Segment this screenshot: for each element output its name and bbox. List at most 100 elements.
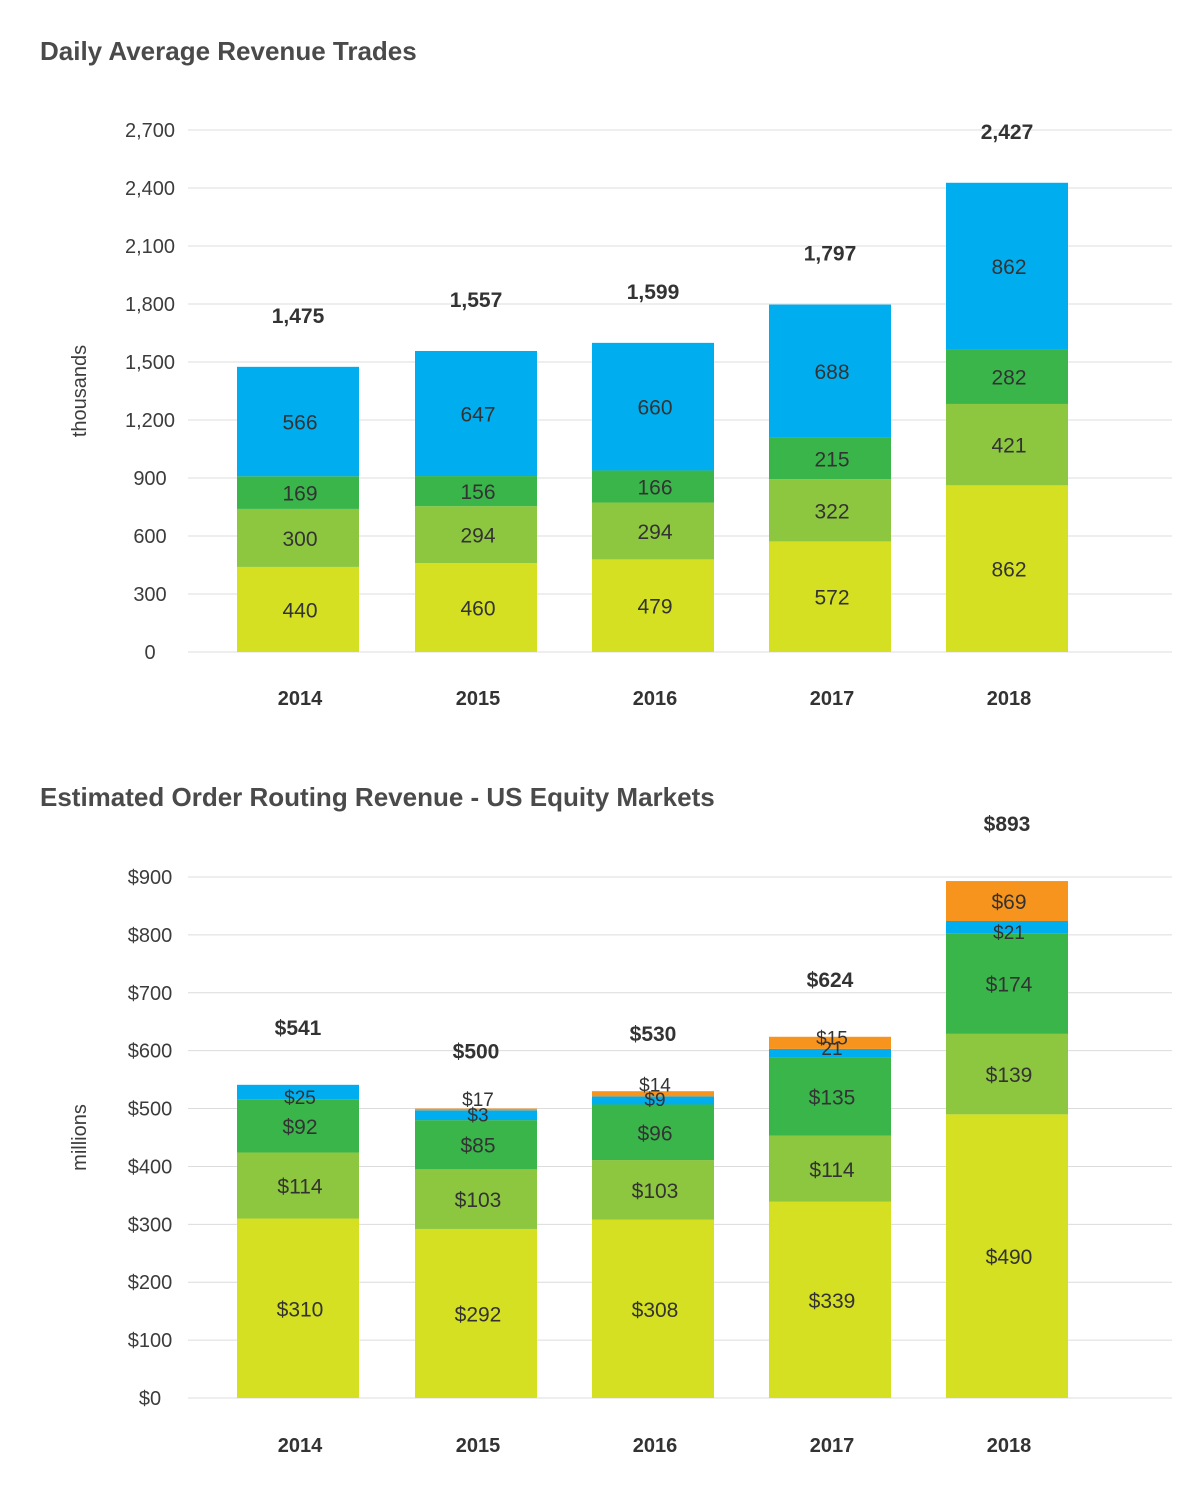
x-category-label: 2014 — [278, 1435, 323, 1457]
bar-segment — [592, 342, 714, 471]
segment-data-label: 294 — [460, 525, 495, 548]
y-tick-label: $400 — [128, 1156, 173, 1178]
bar-segment — [237, 1152, 359, 1219]
bar-segment — [237, 366, 359, 477]
segment-data-label: 156 — [460, 481, 495, 504]
bar-segment — [592, 559, 714, 652]
segment-data-label: $14 — [639, 1075, 671, 1096]
bar-segment — [592, 1160, 714, 1220]
y-tick-label: $300 — [128, 1214, 173, 1236]
daily-average-revenue-trades-chart: 0 300 600 900 1,200 1,500 1,800 2,100 2,400 2,700… — [69, 120, 1172, 710]
chart-1-title: Daily Average Revenue Trades — [40, 36, 417, 66]
x-category-label: 2017 — [810, 1435, 855, 1457]
segment-data-label: $69 — [991, 891, 1026, 914]
bar-total-label: 1,557 — [450, 289, 503, 312]
segment-data-label: 572 — [814, 587, 849, 610]
bar-segment — [592, 470, 714, 503]
bar-segment — [769, 437, 891, 480]
bar-segment — [237, 508, 359, 567]
y-axis-label: thousands — [69, 345, 91, 437]
y-tick-label: 300 — [133, 584, 166, 606]
bar-segment — [946, 403, 1068, 486]
y-tick-label: 2,100 — [125, 236, 175, 258]
segment-data-label: $25 — [284, 1088, 316, 1109]
segment-data-label: 21 — [821, 1039, 842, 1060]
segment-data-label: 166 — [637, 477, 672, 500]
segment-data-label: $139 — [986, 1064, 1033, 1087]
segment-data-label: $85 — [460, 1135, 495, 1158]
y-tick-label: 1,200 — [125, 410, 175, 432]
segment-data-label: $114 — [809, 1159, 854, 1182]
bar-segment — [415, 1110, 537, 1121]
y-tick-label: 0 — [144, 642, 155, 664]
bar-segment — [946, 881, 1068, 921]
x-category-label: 2015 — [456, 1435, 501, 1457]
segment-data-label: $9 — [644, 1090, 665, 1111]
segment-data-label: 282 — [991, 367, 1026, 390]
bar-total-label: 1,475 — [272, 305, 325, 328]
y-tick-label: 2,700 — [125, 120, 175, 142]
segment-data-label: $96 — [637, 1122, 672, 1145]
bar-segment — [592, 1104, 714, 1161]
y-tick-label: $100 — [128, 1330, 173, 1352]
bar-segment — [415, 1120, 537, 1170]
bar-segment — [769, 1036, 891, 1049]
segment-data-label: $174 — [986, 974, 1033, 997]
bar-total-label: 1,797 — [804, 243, 857, 266]
x-category-label: 2017 — [810, 688, 855, 710]
bar-segment — [237, 566, 359, 652]
bar-segment — [415, 350, 537, 477]
segment-data-label: $490 — [986, 1246, 1033, 1269]
segment-data-label: 566 — [282, 412, 317, 435]
bar-segment — [237, 1099, 359, 1153]
bar-segment — [237, 1084, 359, 1100]
segment-data-label: $135 — [809, 1087, 856, 1110]
chart-2-title: Estimated Order Routing Revenue - US Equ… — [40, 782, 715, 812]
segment-data-label: 440 — [282, 599, 317, 622]
y-tick-label: 1,800 — [125, 294, 175, 316]
bar-segment — [946, 182, 1068, 350]
segment-data-label: 300 — [282, 528, 317, 551]
bar-segment — [946, 933, 1068, 1034]
y-tick-label: $700 — [128, 983, 173, 1005]
bar-segment — [592, 1091, 714, 1097]
bar-segment — [946, 485, 1068, 652]
bar-segment — [769, 479, 891, 542]
bar-segment — [592, 502, 714, 560]
segment-data-label: 215 — [814, 448, 849, 471]
bar-segment — [769, 1135, 891, 1202]
bar-segment — [415, 476, 537, 507]
bar-total-label: $893 — [984, 813, 1031, 836]
segment-data-label: $92 — [282, 1116, 317, 1139]
bar-total-label: 2,427 — [981, 121, 1034, 144]
x-category-label: 2016 — [633, 1435, 678, 1457]
y-axis-label: millions — [69, 1104, 91, 1171]
segment-data-label: 862 — [991, 256, 1026, 279]
segment-data-label: $308 — [632, 1299, 679, 1322]
segment-data-label: 421 — [991, 435, 1026, 458]
bar-segment — [769, 1057, 891, 1136]
bar-segment — [946, 920, 1068, 934]
x-category-label: 2014 — [278, 688, 323, 710]
y-tick-label: $200 — [128, 1272, 173, 1294]
segment-data-label: 460 — [460, 598, 495, 621]
segment-data-label: $114 — [277, 1176, 322, 1199]
x-category-label: 2018 — [987, 688, 1032, 710]
segment-data-label: $310 — [277, 1298, 324, 1321]
bar-segment — [769, 541, 891, 652]
bar-segment — [946, 1114, 1068, 1398]
bar-total-label: $530 — [630, 1023, 677, 1046]
segment-data-label: $17 — [462, 1090, 494, 1111]
bar-segment — [769, 304, 891, 438]
y-tick-label: 2,400 — [125, 178, 175, 200]
x-category-label: 2016 — [633, 688, 678, 710]
segment-data-label: 322 — [814, 500, 849, 523]
bar-segment — [415, 1228, 537, 1398]
bar-total-label: $541 — [275, 1017, 322, 1040]
y-tick-label: $800 — [128, 925, 173, 947]
y-tick-label: $900 — [128, 867, 173, 889]
bar-segment — [415, 563, 537, 652]
segment-data-label: $21 — [993, 923, 1025, 944]
bar-segment — [592, 1096, 714, 1105]
